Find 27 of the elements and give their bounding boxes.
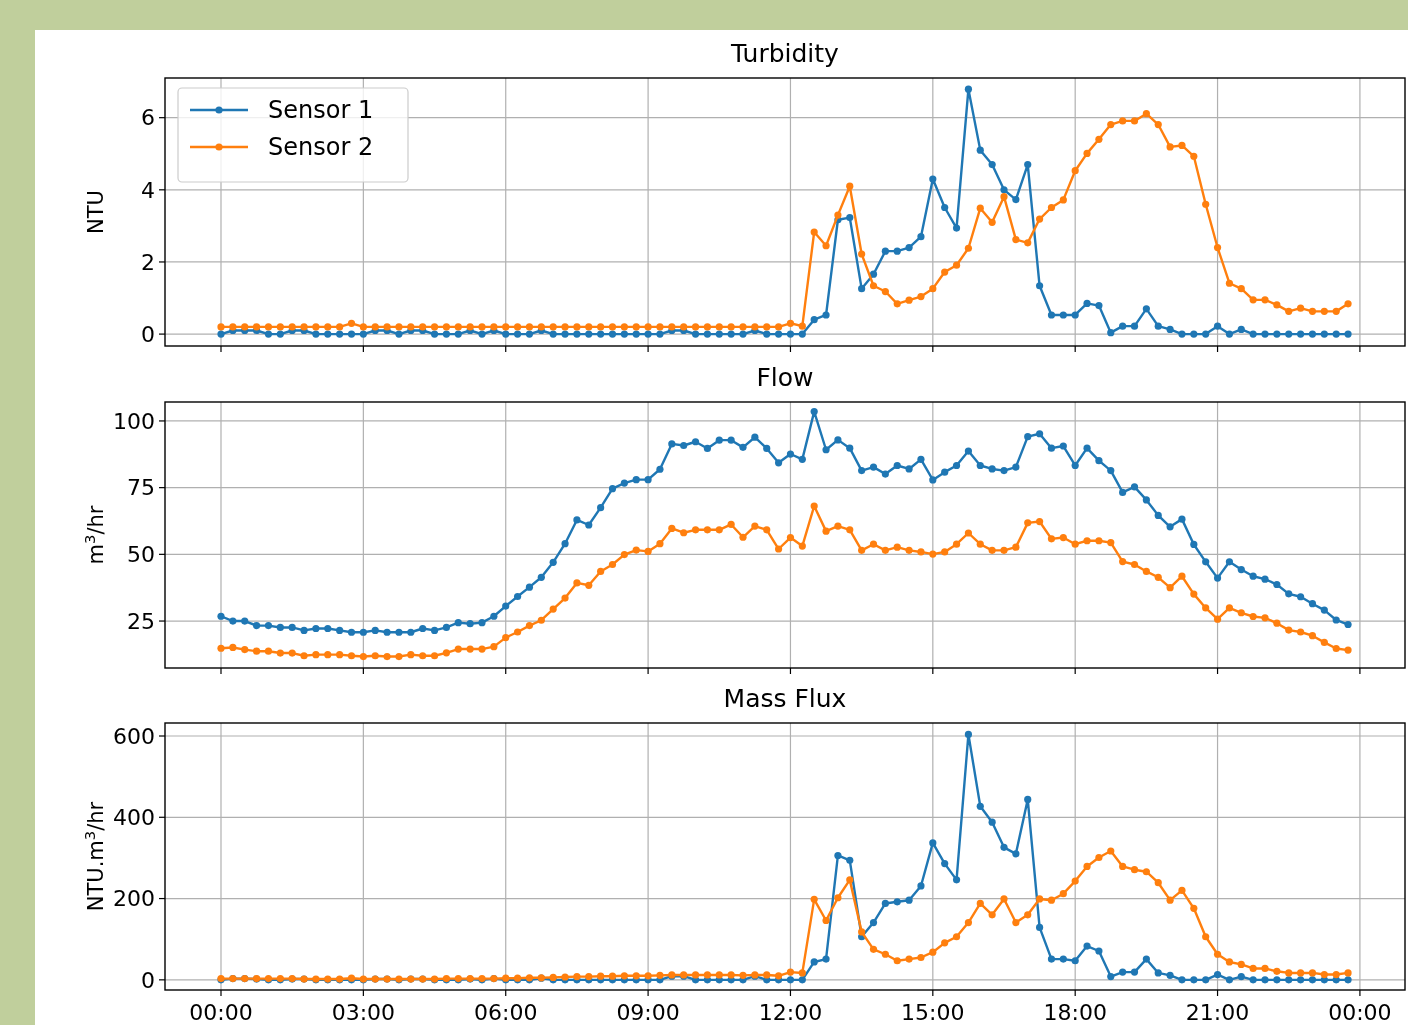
y-axis-title: NTU xyxy=(84,190,108,234)
chart-title: Mass Flux xyxy=(723,684,847,713)
y-tick-label: 400 xyxy=(113,804,155,830)
y-tick-label: 25 xyxy=(127,608,155,634)
x-tick-label: 09:00 xyxy=(616,1000,680,1025)
x-tick-label: 00:00 xyxy=(1328,1000,1392,1025)
x-tick-label: 03:00 xyxy=(331,1000,396,1025)
chart-title: Turbidity xyxy=(730,39,840,68)
x-tick-label: 21:00 xyxy=(1185,1000,1250,1025)
x-tick-label: 00:00 xyxy=(189,1000,253,1025)
x-tick-label: 06:00 xyxy=(474,1000,538,1025)
y-tick-label: 50 xyxy=(127,542,155,568)
x-tick-label: 18:00 xyxy=(1043,1000,1107,1025)
y-tick-label: 2 xyxy=(141,249,155,275)
y-tick-label: 0 xyxy=(141,967,155,993)
y-tick-label: 75 xyxy=(127,475,155,501)
x-tick-label: 15:00 xyxy=(901,1000,965,1025)
chart-title: Flow xyxy=(756,363,814,392)
y-tick-label: 0 xyxy=(141,321,155,347)
y-tick-label: 4 xyxy=(141,177,155,203)
y-tick-label: 200 xyxy=(113,886,155,912)
y-tick-label: 6 xyxy=(141,105,155,131)
legend-label: Sensor 2 xyxy=(268,133,374,162)
legend-label: Sensor 1 xyxy=(268,96,374,125)
y-tick-label: 100 xyxy=(113,408,155,434)
x-tick-label: 12:00 xyxy=(758,1000,823,1025)
y-tick-label: 600 xyxy=(113,723,155,749)
